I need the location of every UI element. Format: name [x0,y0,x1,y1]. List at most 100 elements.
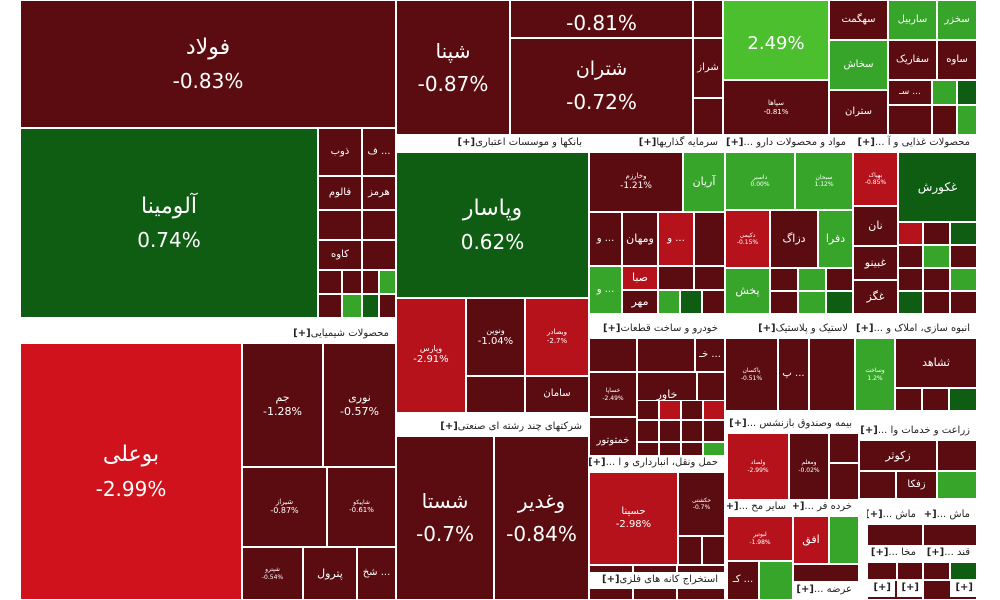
stock-tile[interactable]: شیراز -0.87% [242,467,327,547]
stock-tile[interactable]: وخارزم -1.21% [589,152,683,212]
expand-sector-button[interactable]: [+] [860,425,878,436]
stock-tile-small[interactable] [898,222,923,245]
expand-sector-button[interactable]: [+] [758,323,776,334]
sector-header[interactable]: خرده فر ...[+] [793,499,859,516]
stock-tile[interactable]: وپاسار 0.62% [396,152,589,298]
expand-sector-button[interactable]: [+] [638,137,657,148]
stock-tile[interactable]: شخ ... [357,547,396,600]
stock-tile-small[interactable] [895,388,922,411]
expand-sector-button[interactable]: [+] [725,137,744,148]
stock-tile[interactable]: بهپاک -0.85% [853,152,898,206]
stock-tile[interactable]: زکوثر [859,440,937,471]
expand-sector-button[interactable]: [+] [923,509,937,520]
stock-tile[interactable]: دفرا [818,210,853,268]
stock-tile-small[interactable] [867,562,897,580]
stock-tile[interactable]: حکشتی -0.7% [678,472,725,536]
sector-header[interactable]: بانکها و موسسات اعتباری[+] [396,135,589,152]
stock-tile-small[interactable] [318,210,362,240]
sector-header[interactable]: [+] [897,580,923,597]
stock-tile-small[interactable] [922,388,949,411]
expand-sector-button[interactable]: [+] [870,547,889,558]
stock-tile-small[interactable] [362,294,379,318]
sector-header[interactable]: سایر مح ...[+] [727,499,793,516]
stock-tile[interactable]: سـ ... [888,80,932,105]
stock-tile[interactable]: وپارس -2.91% [396,298,466,413]
stock-tile-small[interactable] [658,290,680,314]
stock-tile-small[interactable] [932,105,957,135]
stock-tile[interactable]: دکیمی -0.15% [725,210,770,268]
sector-header[interactable]: عرضه ...[+] [793,582,859,599]
stock-tile[interactable]: غبینو [853,246,898,280]
expand-sector-button[interactable]: [+] [602,323,621,334]
stock-tile[interactable]: کاوه [318,240,362,270]
stock-tile[interactable]: دزاگ [770,210,818,268]
stock-tile-small[interactable] [693,98,723,135]
stock-tile[interactable]: شراز [693,38,723,98]
stock-tile[interactable]: سخاش [829,40,888,90]
stock-tile-small[interactable] [809,338,855,411]
sector-header[interactable]: بیمه وصندوق بازنشس ...[+] [727,416,859,433]
stock-tile[interactable]: ساوه [937,40,977,80]
stock-tile-small[interactable] [703,400,725,420]
expand-sector-button[interactable]: [+] [867,509,883,520]
stock-tile[interactable]: پترول [303,547,357,600]
stock-tile-small[interactable] [897,562,923,580]
stock-tile[interactable]: ثشاهد [895,338,977,388]
stock-tile-small[interactable] [702,536,725,565]
sector-header[interactable]: زراعت و خدمات وا ...[+] [859,423,977,440]
sector-header[interactable]: [+] [950,580,977,597]
stock-tile-small[interactable] [826,268,853,291]
stock-tile[interactable]: شاپیکو -0.61% [327,467,396,547]
stock-tile-small[interactable] [798,291,826,314]
stock-tile-small[interactable] [637,338,695,372]
stock-tile-small[interactable] [867,524,923,546]
stock-tile[interactable]: ومهان [622,212,658,266]
stock-tile-small[interactable] [659,420,681,442]
expand-sector-button[interactable]: [+] [793,501,805,512]
stock-tile[interactable]: ذوب [318,128,362,176]
stock-tile-small[interactable] [950,222,977,245]
stock-tile-small[interactable] [589,338,637,372]
stock-tile[interactable]: سخزر [937,0,977,40]
stock-tile-small[interactable] [658,266,694,290]
stock-tile[interactable]: ومعلم -0.02% [789,433,829,500]
stock-tile[interactable]: و ... [589,212,622,266]
stock-tile-small[interactable] [923,222,950,245]
stock-tile-small[interactable] [703,420,725,442]
stock-tile-small[interactable] [950,268,977,291]
stock-tile-small[interactable] [950,291,977,314]
stock-tile[interactable]: فالوم [318,176,362,210]
stock-tile[interactable]: جم -1.28% [242,343,323,467]
sector-header[interactable]: استخراج کانه های فلزی[+] [589,572,725,589]
stock-tile[interactable]: لبوتیر -1.98% [727,516,793,561]
stock-tile-small[interactable] [362,270,379,294]
expand-sector-button[interactable]: [+] [602,574,620,585]
stock-tile[interactable]: مهر [622,290,658,314]
stock-tile-small[interactable] [950,245,977,268]
stock-tile-small[interactable] [898,291,923,314]
stock-tile-small[interactable] [694,212,725,266]
stock-tile[interactable]: شستا -0.7% [396,436,494,600]
sector-header[interactable]: [+] [867,580,895,597]
expand-sector-button[interactable]: [+] [901,582,919,593]
stock-tile[interactable]: سبحان 1.12% [795,152,853,210]
stock-tile[interactable]: و ... [589,266,622,314]
stock-tile-small[interactable] [694,266,725,290]
stock-tile-small[interactable] [923,291,950,314]
stock-tile-small[interactable] [379,294,396,318]
stock-tile-small[interactable] [923,268,950,291]
stock-tile[interactable]: نان [853,206,898,246]
stock-tile[interactable]: شتران -0.72% [510,38,693,135]
stock-tile[interactable]: صبا [622,266,658,290]
sector-header[interactable]: قند ...[+] [923,545,977,562]
stock-tile[interactable]: هرمز [362,176,396,210]
stock-tile[interactable]: وبصادر -2.7% [525,298,589,376]
stock-tile[interactable]: نوری -0.57% [323,343,396,467]
stock-tile-small[interactable] [693,0,723,38]
stock-tile-small[interactable] [678,536,702,565]
expand-sector-button[interactable]: [+] [856,323,874,334]
expand-sector-button[interactable]: [+] [589,457,606,468]
stock-tile[interactable]: داسبر 0.00% [725,152,795,210]
stock-tile-small[interactable] [898,245,923,268]
expand-sector-button[interactable]: [+] [729,418,747,429]
